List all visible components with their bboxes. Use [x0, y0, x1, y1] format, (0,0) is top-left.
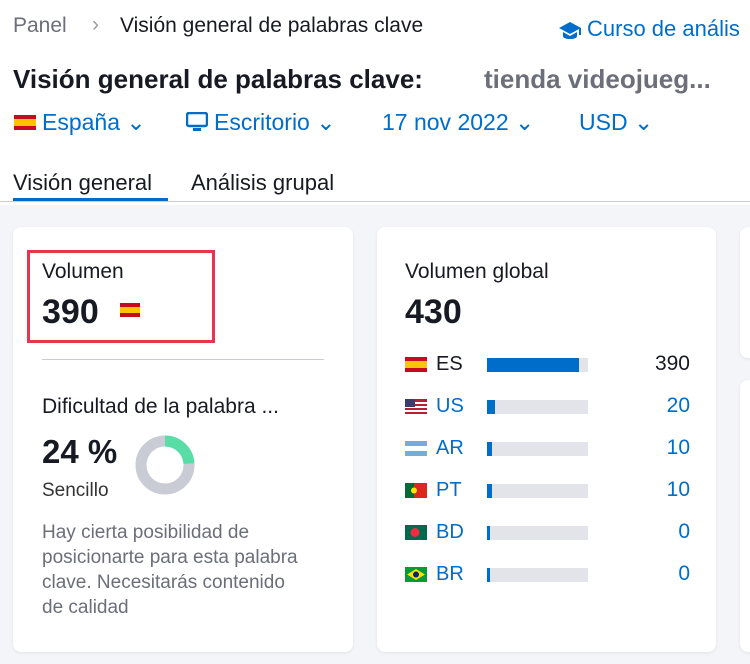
country-code: US — [436, 395, 464, 417]
bar-track — [487, 568, 588, 582]
course-link[interactable]: Curso de anális — [587, 16, 740, 41]
filter-label: España — [42, 109, 121, 135]
country-code: BR — [436, 563, 464, 585]
flag-es — [14, 115, 36, 130]
country-value: 0 — [678, 562, 690, 585]
flag-us — [405, 399, 427, 414]
side-card — [740, 380, 750, 652]
bar-track — [487, 400, 588, 414]
donut-arc — [135, 435, 195, 495]
breadcrumb-link[interactable]: Panel — [13, 14, 67, 37]
tab-active[interactable]: Visión general — [13, 170, 153, 195]
global-label: Volumen global — [405, 260, 549, 283]
flag-es — [120, 303, 140, 317]
filter-label: Escritorio — [214, 109, 310, 135]
flag-es — [405, 357, 427, 372]
country-row[interactable]: US 20 — [405, 394, 690, 418]
country-value: 10 — [666, 478, 690, 501]
flag-ar — [405, 441, 427, 456]
divider — [42, 359, 324, 360]
flag-br — [405, 567, 427, 582]
country-code: PT — [436, 479, 462, 501]
breadcrumb-separator: › — [92, 13, 99, 36]
country-value: 390 — [654, 352, 690, 375]
country-row: ES 390 — [405, 352, 690, 376]
filter-currency[interactable]: USD ⌄ — [579, 109, 654, 135]
country-row[interactable]: BD 0 — [405, 520, 690, 544]
flag-pt — [405, 483, 427, 498]
volume-value: 390 — [42, 293, 99, 331]
filter-database[interactable]: España ⌄ — [42, 109, 146, 135]
country-code: AR — [436, 437, 464, 459]
desktop-icon — [186, 112, 208, 131]
global-total: 430 — [405, 293, 462, 331]
tab-indicator — [13, 198, 168, 201]
tabs-divider — [0, 201, 750, 202]
bar — [487, 358, 579, 372]
header-bg — [0, 0, 750, 205]
flag-bd — [405, 525, 427, 540]
country-row[interactable]: AR 10 — [405, 436, 690, 460]
difficulty-label: Dificultad de la palabra ... — [42, 395, 279, 418]
global-volume-card: Volumen global 430 ES 390 US 20 AR 10 PT 10 … — [377, 227, 716, 652]
difficulty-donut — [135, 435, 195, 495]
country-value: 20 — [666, 394, 690, 417]
difficulty-description: Hay cierta posibilidad de posicionarte p… — [42, 522, 298, 618]
bar-track — [487, 484, 588, 498]
difficulty-rating: Sencillo — [42, 480, 109, 501]
keyword: tienda videojueg... — [484, 64, 711, 94]
filter-label: 17 nov 2022 — [382, 109, 509, 135]
bar — [487, 484, 493, 498]
difficulty-value: 24 % — [42, 433, 118, 470]
bar — [487, 400, 495, 414]
bar — [487, 568, 490, 582]
volume-label: Volumen — [42, 260, 124, 283]
country-row[interactable]: PT 10 — [405, 478, 690, 502]
country-row[interactable]: BR 0 — [405, 562, 690, 586]
country-value: 0 — [678, 520, 690, 543]
volume-card: Volumen 390 Dificultad de la palabra ...… — [13, 227, 353, 652]
breadcrumb-current: Visión general de palabras clave — [120, 14, 424, 37]
filter-device[interactable]: Escritorio ⌄ — [214, 109, 336, 135]
bar-track — [487, 442, 588, 456]
tab[interactable]: Análisis grupal — [191, 170, 335, 195]
filter-date[interactable]: 17 nov 2022 ⌄ — [382, 109, 535, 135]
course-icon — [559, 22, 581, 39]
side-card — [740, 227, 750, 358]
bar-track — [487, 358, 588, 372]
bar — [487, 442, 493, 456]
bar — [487, 526, 490, 540]
highlight-box — [27, 250, 215, 343]
country-code: BD — [436, 521, 464, 543]
bar-track — [487, 526, 588, 540]
country-value: 10 — [666, 436, 690, 459]
page-title: Visión general de palabras clave: — [13, 64, 423, 94]
country-code: ES — [436, 353, 463, 375]
filter-label: USD — [579, 109, 628, 135]
